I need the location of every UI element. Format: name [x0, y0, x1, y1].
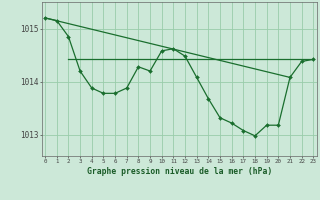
X-axis label: Graphe pression niveau de la mer (hPa): Graphe pression niveau de la mer (hPa)	[87, 167, 272, 176]
